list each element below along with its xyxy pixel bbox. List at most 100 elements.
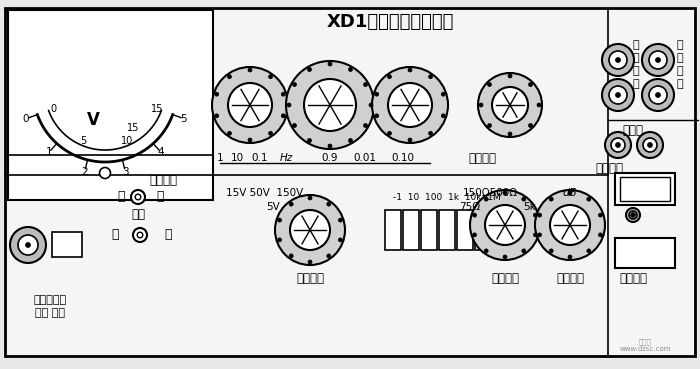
Circle shape [473, 233, 477, 237]
Text: -1  10  100  1k  10k  1M: -1 10 100 1k 10k 1M [393, 193, 501, 203]
Circle shape [492, 87, 528, 123]
Circle shape [602, 79, 634, 111]
Circle shape [278, 238, 281, 242]
Text: 电: 电 [633, 40, 639, 50]
Circle shape [428, 75, 433, 79]
Circle shape [522, 249, 526, 253]
Text: 输出衰减: 输出衰减 [556, 272, 584, 284]
Circle shape [503, 191, 507, 195]
Text: 输人 开关: 输人 开关 [35, 308, 65, 318]
Circle shape [615, 142, 620, 148]
Text: 5: 5 [80, 135, 86, 145]
Text: 5: 5 [181, 114, 187, 124]
Text: 0.9: 0.9 [322, 153, 338, 163]
Circle shape [388, 83, 432, 127]
Circle shape [479, 103, 483, 107]
Text: 4: 4 [158, 148, 164, 158]
Circle shape [605, 132, 631, 158]
Circle shape [228, 131, 232, 135]
Circle shape [369, 103, 373, 107]
Circle shape [522, 197, 526, 201]
Circle shape [642, 44, 674, 76]
Text: dB: dB [563, 188, 578, 198]
Circle shape [287, 103, 291, 107]
Bar [620, 177, 670, 201]
Text: 1: 1 [46, 148, 52, 158]
Circle shape [133, 228, 147, 242]
Text: 15: 15 [150, 104, 163, 114]
Circle shape [304, 79, 356, 131]
Circle shape [535, 190, 605, 260]
Text: 15V 50V  150V: 15V 50V 150V [226, 188, 304, 198]
Circle shape [528, 83, 533, 86]
Circle shape [363, 83, 368, 86]
Circle shape [655, 93, 661, 97]
Text: 75Ω: 75Ω [459, 202, 481, 212]
Circle shape [281, 114, 286, 118]
Text: XD1型低频信号发生器: XD1型低频信号发生器 [326, 13, 454, 31]
Circle shape [327, 202, 331, 206]
Circle shape [387, 131, 391, 135]
Circle shape [568, 191, 572, 195]
Text: 出: 出 [677, 79, 683, 89]
Text: 维库一
www.dzsc.com: 维库一 www.dzsc.com [620, 338, 671, 352]
Text: 率: 率 [677, 53, 683, 63]
Circle shape [503, 255, 507, 259]
Circle shape [550, 205, 590, 245]
Circle shape [228, 75, 232, 79]
Circle shape [248, 68, 252, 72]
Circle shape [349, 68, 353, 72]
Text: 0: 0 [23, 114, 29, 124]
Text: V: V [87, 111, 99, 129]
Circle shape [609, 51, 627, 69]
Circle shape [328, 144, 332, 148]
Circle shape [441, 114, 445, 118]
Circle shape [487, 124, 491, 128]
Text: 慢: 慢 [164, 228, 172, 241]
Circle shape [10, 227, 46, 263]
Circle shape [631, 213, 636, 217]
Circle shape [215, 114, 218, 118]
Circle shape [568, 255, 572, 259]
Circle shape [18, 235, 38, 255]
Text: 3: 3 [122, 166, 129, 176]
Circle shape [308, 196, 312, 200]
Circle shape [587, 197, 591, 201]
Bar [385, 210, 401, 250]
Circle shape [642, 79, 674, 111]
Circle shape [131, 190, 145, 204]
Text: 10: 10 [120, 135, 133, 145]
Circle shape [648, 142, 652, 148]
Text: 功率开关: 功率开关 [619, 272, 647, 284]
Bar [615, 238, 675, 268]
Text: 5V: 5V [266, 202, 280, 212]
Circle shape [408, 138, 412, 142]
Bar [615, 173, 675, 205]
Circle shape [487, 83, 491, 86]
Text: 输: 输 [677, 66, 683, 76]
Bar [8, 10, 213, 200]
Circle shape [408, 68, 412, 72]
Circle shape [655, 58, 661, 62]
Circle shape [637, 132, 663, 158]
Circle shape [649, 86, 667, 104]
Text: 负载匹配: 负载匹配 [491, 272, 519, 284]
Text: 电压量程: 电压量程 [296, 272, 324, 284]
Circle shape [135, 194, 141, 200]
Text: 外: 外 [156, 190, 164, 203]
Bar [475, 210, 491, 250]
Text: 快: 快 [111, 228, 119, 241]
Circle shape [289, 202, 293, 206]
Circle shape [615, 58, 620, 62]
Circle shape [598, 213, 603, 217]
Bar [403, 210, 419, 250]
Circle shape [372, 67, 448, 143]
Circle shape [308, 260, 312, 264]
Circle shape [538, 233, 542, 237]
Circle shape [289, 254, 293, 258]
Circle shape [609, 86, 627, 104]
Circle shape [550, 197, 553, 201]
Circle shape [537, 103, 541, 107]
Circle shape [327, 254, 331, 258]
Circle shape [293, 83, 297, 86]
